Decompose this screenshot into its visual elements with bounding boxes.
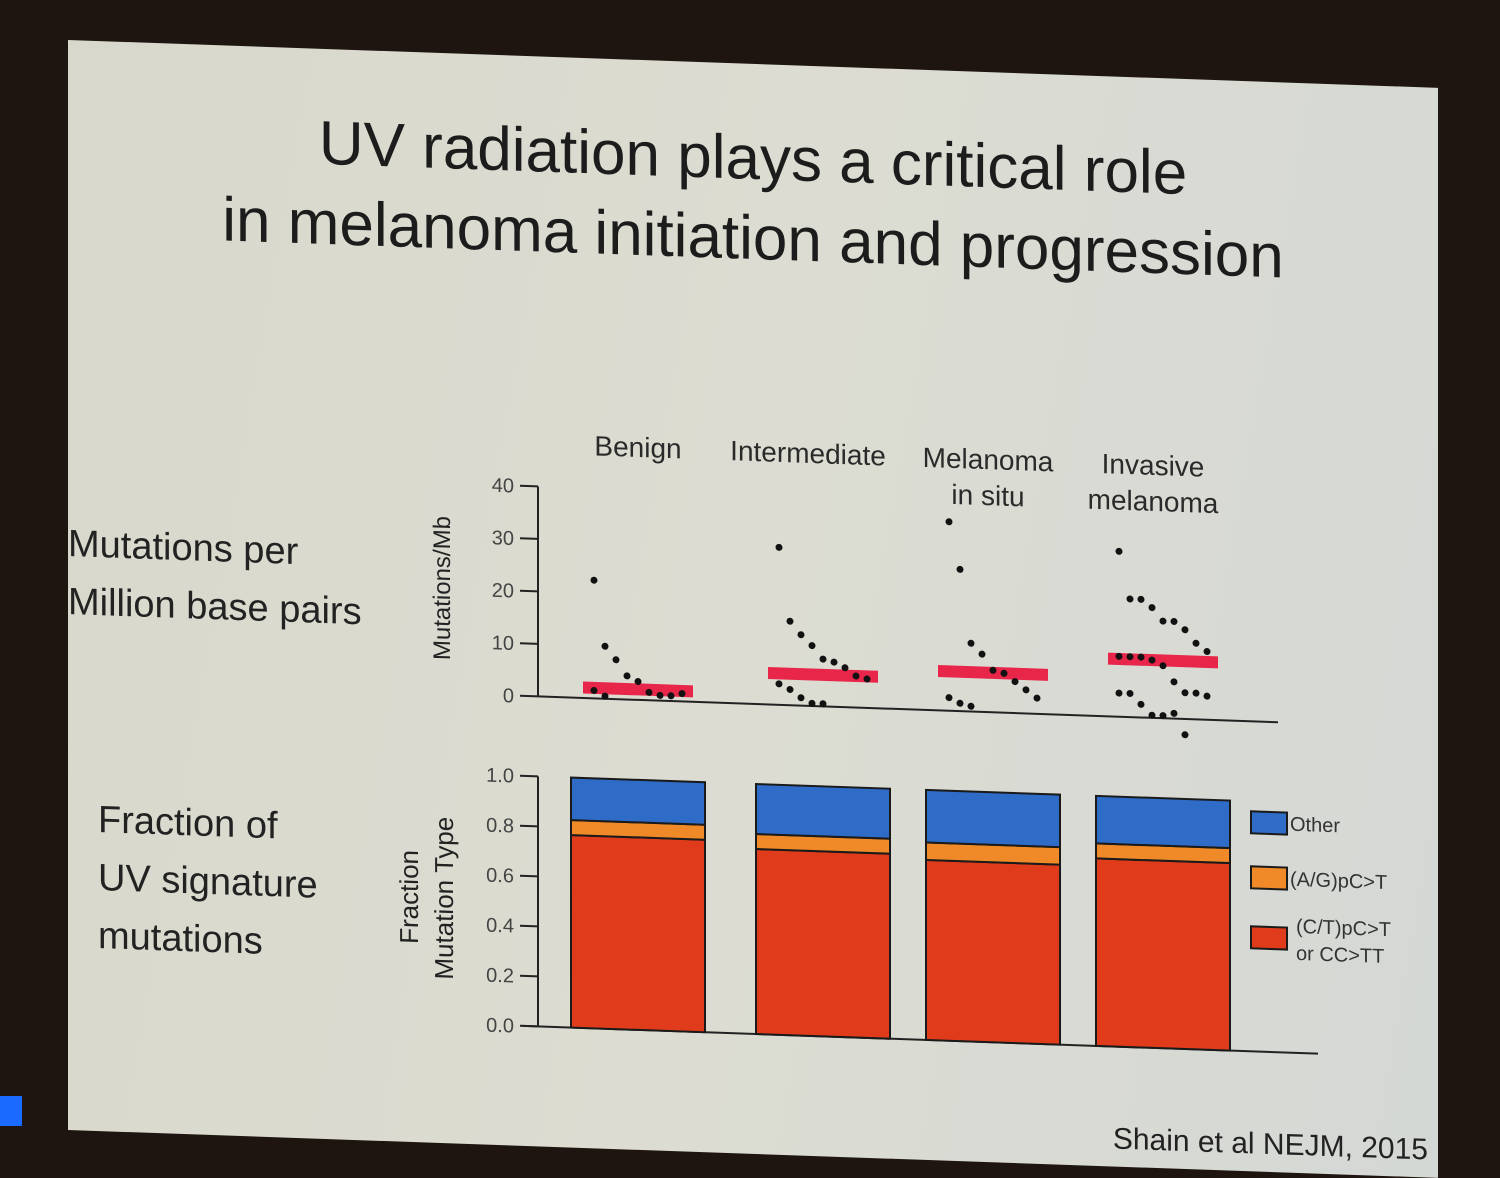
svg-text:1.0: 1.0 (486, 765, 514, 788)
cursor-marker (0, 1096, 22, 1126)
svg-text:0.4: 0.4 (486, 915, 514, 938)
svg-text:Mutation Type: Mutation Type (429, 816, 459, 980)
svg-text:30: 30 (492, 527, 514, 550)
svg-text:20: 20 (492, 580, 514, 603)
chart-area: 0 10 20 30 40 Mutations/Mb 0.0 0.2 0.4 0.6 0.8 1.0 F… (394, 475, 1391, 1055)
svg-text:0.2: 0.2 (486, 965, 514, 988)
svg-text:0.0: 0.0 (486, 1015, 514, 1038)
svg-text:(A/G)pC>T: (A/G)pC>T (1290, 869, 1387, 894)
svg-text:Mutations/Mb: Mutations/Mb (429, 516, 456, 661)
svg-text:0.6: 0.6 (486, 865, 514, 888)
svg-text:0: 0 (503, 685, 514, 707)
svg-text:10: 10 (492, 632, 514, 655)
svg-text:(C/T)pC>T: (C/T)pC>T (1296, 916, 1391, 941)
svg-text:Other: Other (1290, 814, 1340, 838)
svg-text:0.8: 0.8 (486, 815, 514, 838)
svg-text:or CC>TT: or CC>TT (1296, 943, 1384, 968)
slide: UV radiation plays a critical role in me… (68, 40, 1438, 1178)
svg-text:Fraction: Fraction (394, 849, 424, 944)
svg-text:40: 40 (492, 475, 514, 498)
